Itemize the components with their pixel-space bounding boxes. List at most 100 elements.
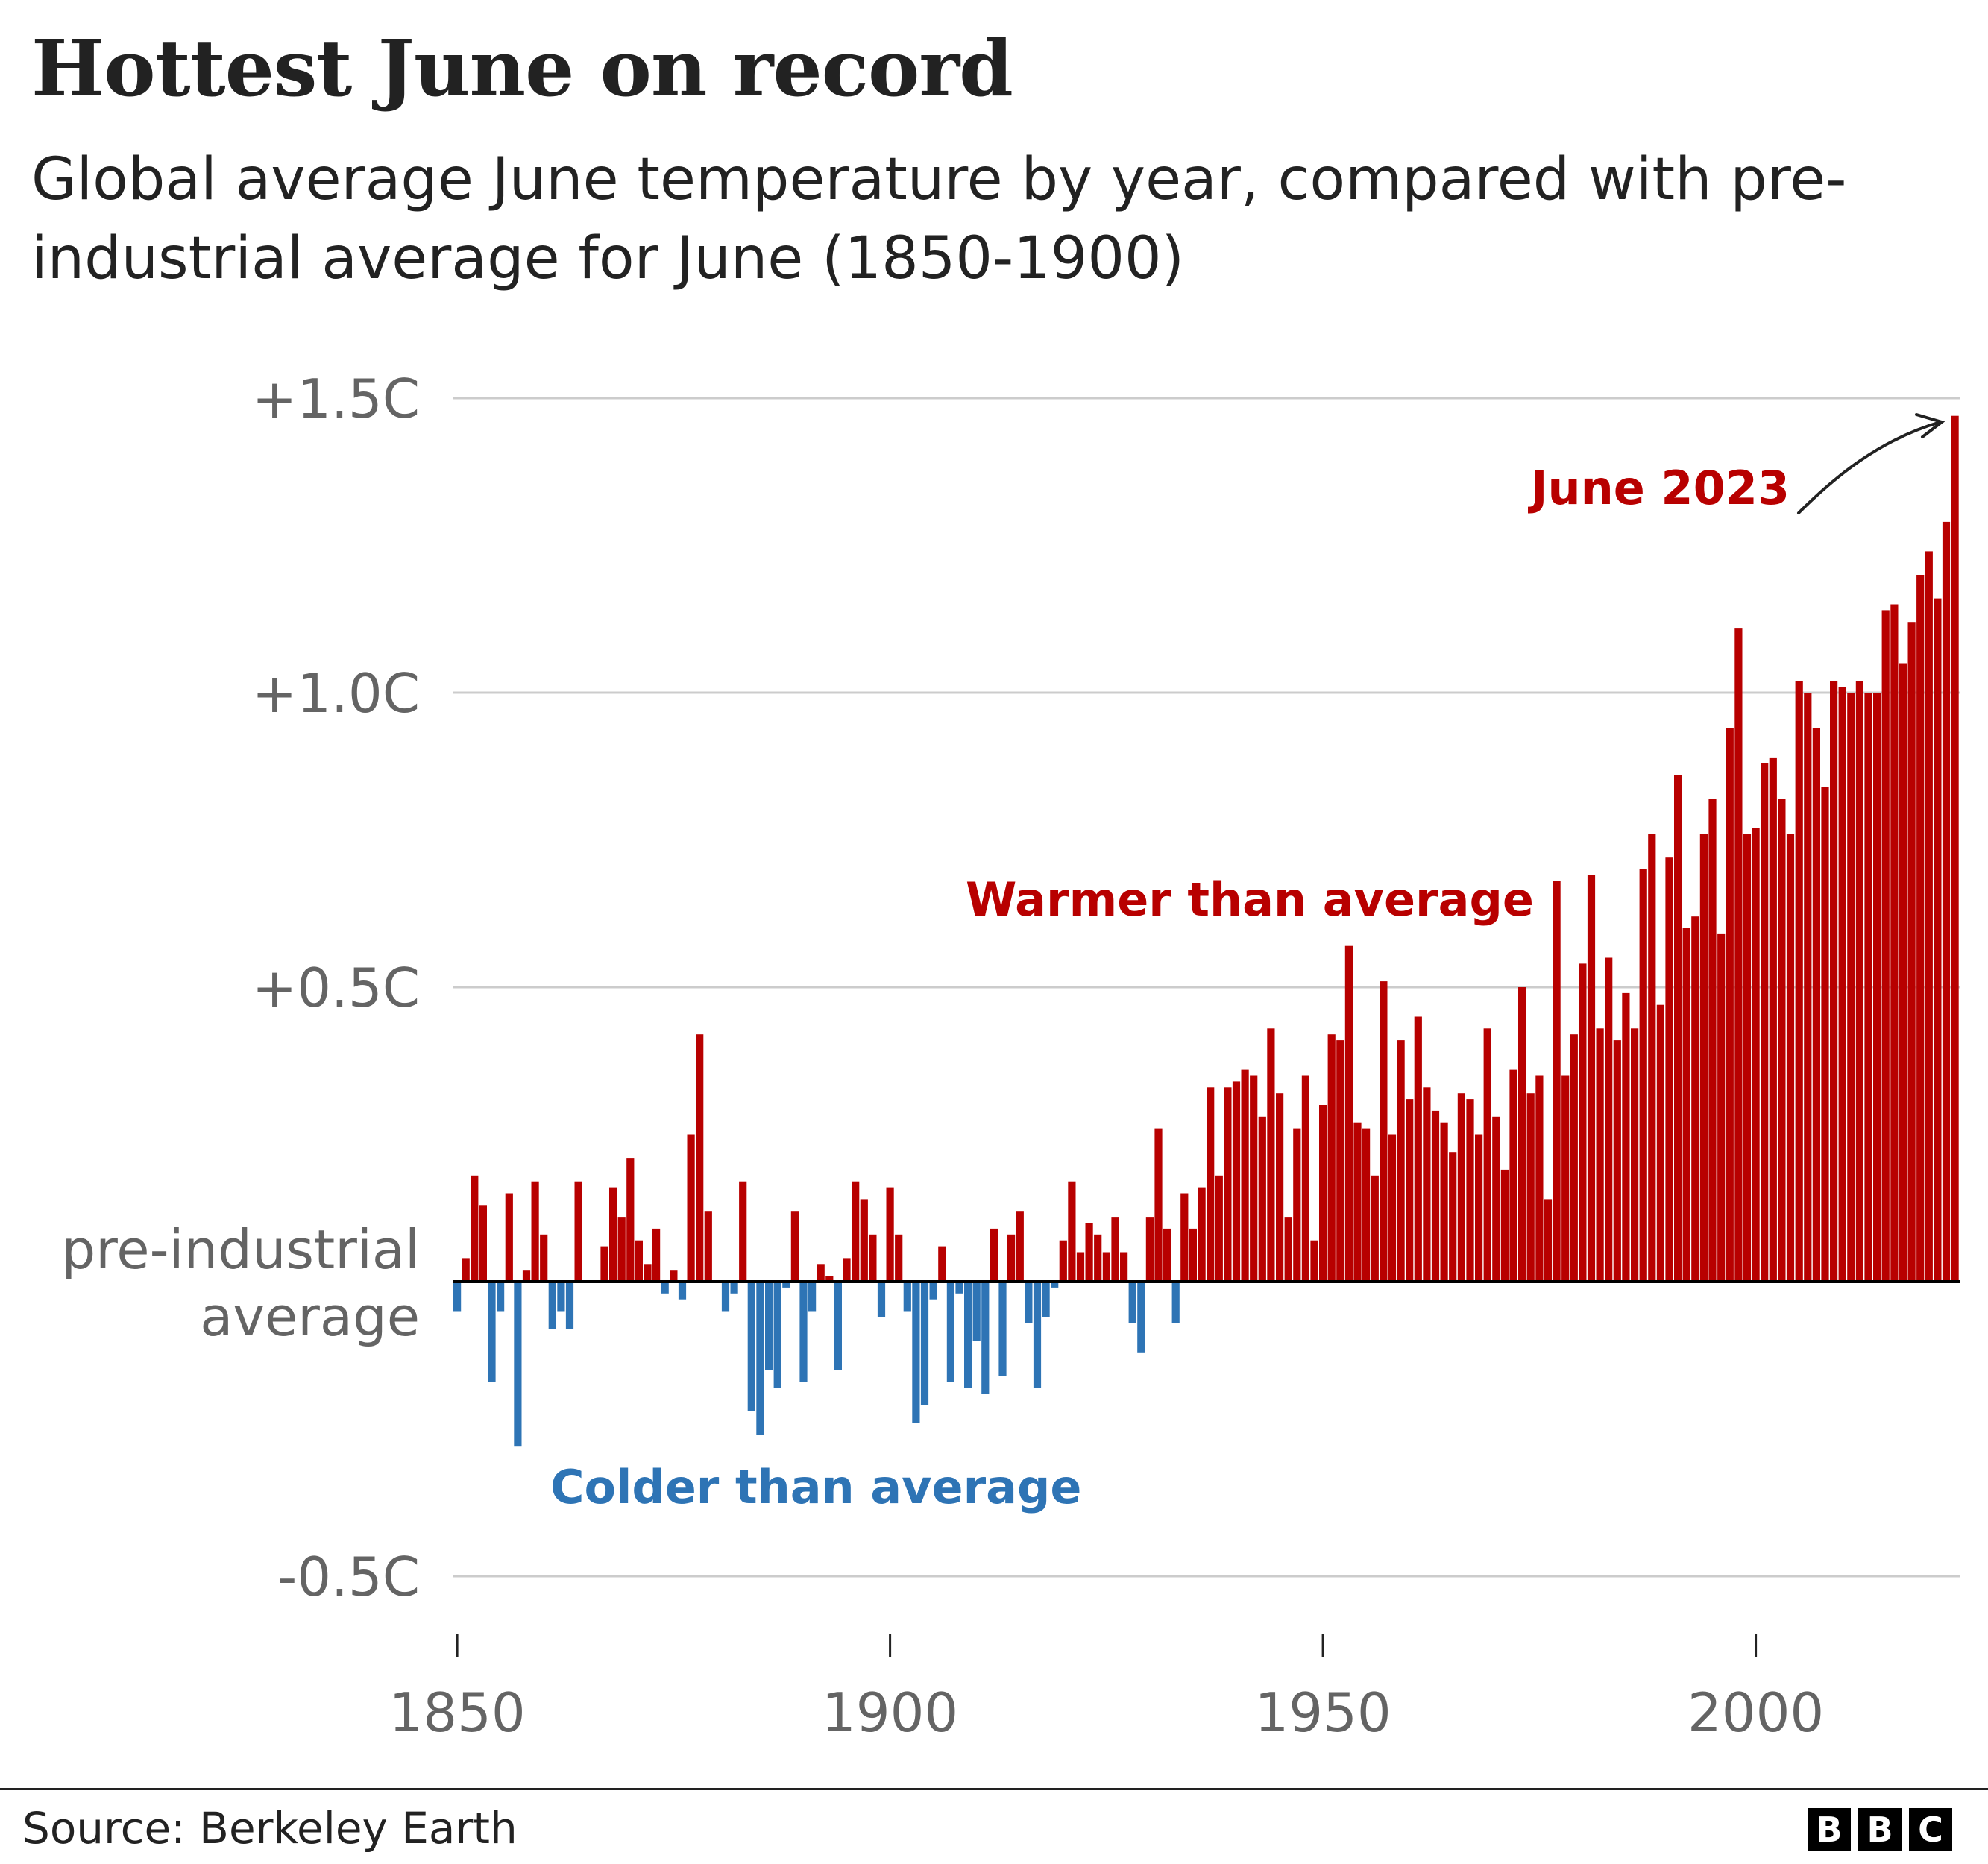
bar-1860 [540, 1234, 548, 1282]
bar-1904 [920, 1282, 929, 1405]
bar-1965 [1449, 1152, 1457, 1282]
bar-1937 [1207, 1087, 1215, 1282]
bar-1886 [765, 1282, 773, 1370]
bar-2007 [1812, 728, 1820, 1282]
bar-1902 [903, 1282, 911, 1312]
bar-1920 [1059, 1240, 1067, 1282]
bar-1996 [1717, 933, 1726, 1282]
bar-1939 [1224, 1087, 1232, 1282]
bar-1938 [1215, 1175, 1223, 1282]
bar-1877 [687, 1134, 695, 1282]
bar-1956 [1371, 1175, 1379, 1282]
bar-1984 [1613, 1040, 1621, 1282]
bar-1927 [1120, 1252, 1128, 1282]
bar-2011 [1847, 693, 1855, 1282]
bbc-logo: B B C [1808, 1808, 1952, 1851]
bar-1921 [1068, 1181, 1076, 1282]
bar-1862 [557, 1282, 565, 1312]
bar-1969 [1483, 1028, 1491, 1282]
bar-1982 [1596, 1028, 1604, 1282]
bar-2021 [1934, 598, 1942, 1282]
bar-1994 [1699, 834, 1708, 1282]
bar-2018 [1907, 622, 1916, 1282]
y-tick-label: +1.0C [252, 662, 420, 725]
bar-1936 [1198, 1187, 1206, 1282]
bar-2008 [1821, 787, 1829, 1282]
bar-2013 [1864, 693, 1872, 1282]
bar-2014 [1873, 693, 1881, 1282]
bar-1915 [1016, 1211, 1024, 1282]
bar-1856 [505, 1193, 513, 1282]
bar-1852 [471, 1175, 479, 1282]
bar-2005 [1795, 681, 1803, 1282]
bar-1932 [1163, 1228, 1171, 1282]
bar-1906 [938, 1246, 946, 1282]
bar-1960 [1406, 1099, 1414, 1282]
bar-1947 [1293, 1128, 1301, 1282]
bar-2001 [1761, 763, 1769, 1282]
bar-1964 [1440, 1122, 1448, 1282]
bar-1978 [1561, 1075, 1570, 1282]
bar-1883 [739, 1181, 747, 1282]
bar-1974 [1526, 1093, 1535, 1282]
bar-1945 [1276, 1093, 1284, 1282]
x-tick-label: 1900 [822, 1681, 958, 1744]
bar-1983 [1605, 957, 1613, 1282]
bar-1998 [1734, 628, 1743, 1282]
bar-2002 [1769, 757, 1777, 1282]
bar-2020 [1925, 551, 1933, 1282]
bar-1946 [1284, 1217, 1292, 1282]
bar-1885 [756, 1282, 764, 1435]
bar-2010 [1838, 687, 1846, 1282]
gridlines [453, 397, 1960, 1578]
bar-1950 [1319, 1105, 1327, 1282]
bar-1909 [964, 1282, 972, 1388]
bar-1954 [1353, 1122, 1362, 1282]
bar-1922 [1076, 1252, 1085, 1282]
bar-1911 [981, 1282, 990, 1394]
bar-1861 [548, 1282, 556, 1329]
bar-1979 [1570, 1034, 1578, 1282]
bar-1944 [1267, 1028, 1275, 1282]
bar-1986 [1631, 1028, 1639, 1282]
bar-1975 [1535, 1075, 1544, 1282]
bar-1991 [1674, 775, 1682, 1282]
bar-1892 [817, 1264, 825, 1282]
bar-1977 [1553, 881, 1561, 1282]
bar-1973 [1518, 987, 1526, 1282]
bar-1935 [1189, 1228, 1197, 1282]
bar-1869 [617, 1217, 626, 1282]
bars [453, 415, 1959, 1447]
bar-1925 [1102, 1252, 1110, 1282]
bar-1989 [1656, 1004, 1664, 1282]
bar-1923 [1085, 1223, 1093, 1282]
bar-1879 [704, 1211, 712, 1282]
bar-1976 [1544, 1199, 1553, 1282]
bar-1941 [1241, 1069, 1249, 1282]
bar-1873 [652, 1228, 661, 1282]
bar-1926 [1111, 1217, 1119, 1282]
bar-1863 [565, 1282, 574, 1329]
bar-1887 [773, 1282, 781, 1388]
june-2023-annotation: June 2023 [1527, 461, 1790, 515]
bar-1966 [1457, 1093, 1465, 1282]
bar-1882 [730, 1282, 738, 1294]
bar-1988 [1648, 834, 1656, 1282]
bar-1859 [531, 1181, 539, 1282]
bar-2003 [1778, 799, 1786, 1282]
bar-1857 [514, 1282, 522, 1447]
x-axis: 1850 1900 1950 2000 [389, 1634, 1824, 1744]
bar-1900 [886, 1187, 894, 1282]
bar-1853 [479, 1205, 487, 1282]
footer-divider [0, 1788, 1988, 1790]
bar-1959 [1397, 1040, 1405, 1282]
bar-1868 [609, 1187, 617, 1282]
bar-1894 [834, 1282, 842, 1370]
bar-1992 [1682, 928, 1690, 1282]
bar-1951 [1327, 1034, 1336, 1282]
bar-1876 [678, 1282, 687, 1300]
bar-1943 [1258, 1116, 1266, 1282]
bar-1990 [1665, 857, 1673, 1282]
